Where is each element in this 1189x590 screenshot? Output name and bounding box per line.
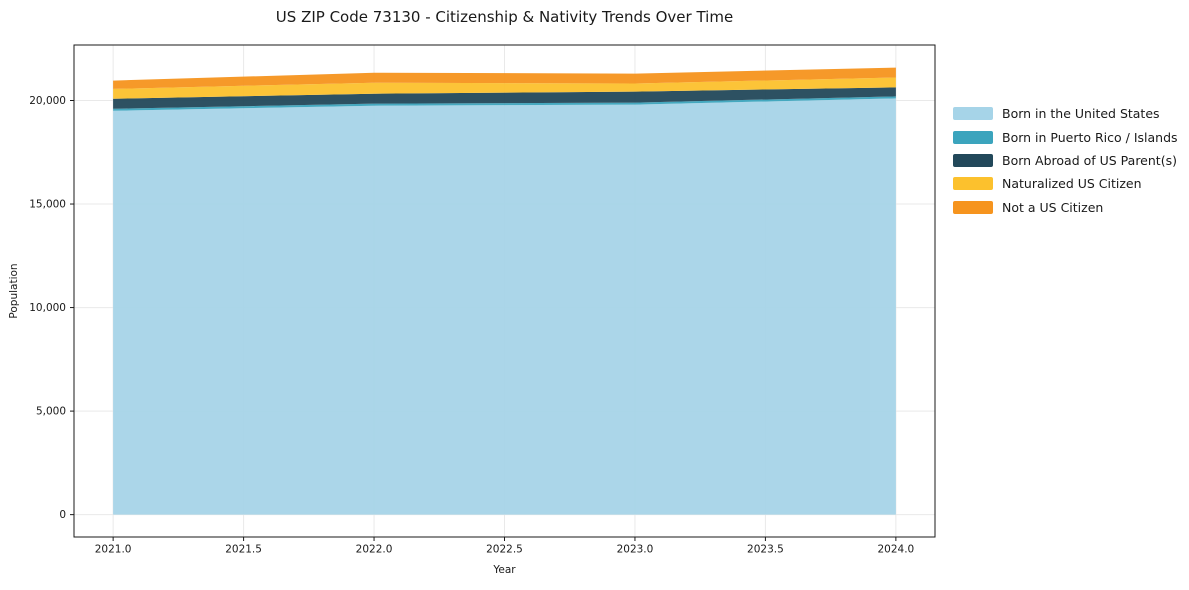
x-tick-label: 2021.5 [225,544,262,556]
legend-label: Not a US Citizen [1002,199,1104,215]
x-tick-label: 2024.0 [877,544,914,556]
area-series-4 [113,67,896,89]
legend-swatch-icon [953,200,993,214]
x-tick-label: 2022.5 [486,544,523,556]
legend-swatch-icon [953,153,993,167]
x-axis-label: Year [493,564,516,576]
legend-label: Born in the United States [1002,106,1160,122]
legend-entry-2: Born Abroad of US Parent(s) [953,149,1178,172]
y-tick-label: 10,000 [29,302,66,314]
area-series-3 [113,77,896,99]
legend-swatch-icon [953,107,993,121]
y-tick-label: 15,000 [29,199,66,211]
legend-entry-1: Born in Puerto Rico / Islands [953,125,1178,148]
legend-entry-3: Naturalized US Citizen [953,172,1178,195]
y-axis-label: Population [8,263,20,319]
y-tick-label: 20,000 [29,95,66,107]
legend-swatch-icon [953,130,993,144]
legend-label: Born Abroad of US Parent(s) [1002,152,1177,168]
area-series-1 [113,96,896,111]
legend-entry-0: Born in the United States [953,102,1178,125]
area-series-0 [113,98,896,515]
x-tick-label: 2023.0 [617,544,654,556]
x-tick-label: 2022.0 [356,544,393,556]
legend-label: Naturalized US Citizen [1002,176,1142,192]
legend-entry-4: Not a US Citizen [953,196,1178,219]
x-tick-label: 2023.5 [747,544,784,556]
legend-swatch-icon [953,177,993,191]
chart-title: US ZIP Code 73130 - Citizenship & Nativi… [275,8,734,26]
area-series-2 [113,87,896,109]
legend: Born in the United States Born in Puerto … [953,102,1178,219]
y-tick-label: 0 [59,509,66,521]
y-tick-label: 5,000 [36,406,66,418]
x-tick-label: 2021.0 [95,544,132,556]
legend-label: Born in Puerto Rico / Islands [1002,129,1178,145]
